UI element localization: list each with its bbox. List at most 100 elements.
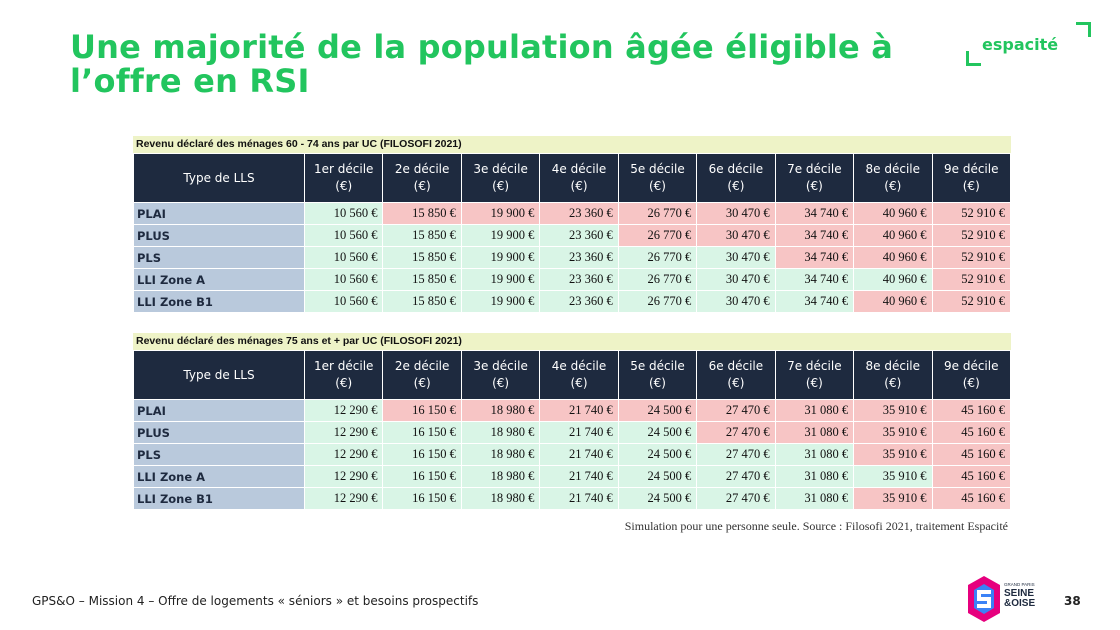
income-cell: 52 910 € [931,224,1011,247]
income-cell: 45 160 € [931,487,1011,510]
header-decile-1: 1er décile (€) [303,153,384,203]
header-decile-2: 2e décile (€) [382,153,462,203]
income-cell: 40 960 € [853,290,933,313]
income-cell: 40 960 € [853,246,933,269]
header-type-de-lls: Type de LLS [133,153,305,203]
header-decile-unit: (€) [727,376,745,390]
income-cell: 19 900 € [460,224,541,247]
row-label: PLAI [133,399,305,422]
header-decile-label: 1er décile [314,162,374,176]
logo-corner-bottom-left [966,51,981,66]
income-cell: 19 900 € [460,290,541,313]
header-decile-unit: (€) [962,179,980,193]
header-decile-label: 2e décile [394,359,450,373]
header-decile-label: 4e décile [551,359,607,373]
income-cell: 24 500 € [617,443,698,466]
income-cell: 12 290 € [303,421,384,444]
income-cell: 26 770 € [617,224,698,247]
income-cell: 52 910 € [931,290,1011,313]
header-decile-unit: (€) [727,179,745,193]
header-decile-label: 3e décile [473,162,528,176]
table-row: PLS 10 560 €15 850 €19 900 €23 360 €26 77… [133,246,1011,269]
income-cell: 12 290 € [303,487,384,510]
header-decile-unit: (€) [492,179,510,193]
header-decile-label: 6e décile [708,162,764,176]
income-cell: 40 960 € [853,268,933,291]
header-decile-label: 9e décile [944,162,999,176]
income-cell: 30 470 € [696,268,776,291]
header-decile-unit: (€) [335,179,353,193]
slide-title-line-2: l’offre en RSI [70,62,310,100]
income-cell: 52 910 € [931,246,1011,269]
gpso-logo-line-1: GRAND PARIS [1004,582,1035,587]
table-row: LLI Zone B1 10 560 €15 850 €19 900 €23 36… [133,290,1011,313]
income-cell: 30 470 € [696,202,776,225]
income-cell: 34 740 € [774,268,855,291]
table-header-row: Type de LLS 1er décile (€) 2e décile (€) 3e d… [133,350,1011,400]
income-cell: 18 980 € [460,465,541,488]
header-decile-label: 8e décile [865,359,921,373]
table-row: PLUS 12 290 €16 150 €18 980 €21 740 €24 5… [133,421,1011,444]
income-cell: 24 500 € [617,421,698,444]
income-cell: 35 910 € [853,399,933,422]
header-decile-unit: (€) [413,179,431,193]
income-cell: 18 980 € [460,487,541,510]
header-decile-3: 3e décile (€) [460,350,541,400]
income-cell: 31 080 € [774,465,855,488]
header-decile-label: 1er décile [314,359,374,373]
income-cell: 15 850 € [382,268,462,291]
income-cell: 45 160 € [931,399,1011,422]
income-cell: 27 470 € [696,465,776,488]
income-cell: 30 470 € [696,290,776,313]
header-decile-label: 5e décile [630,359,685,373]
row-label: PLUS [133,421,305,444]
header-decile-9: 9e décile (€) [931,350,1011,400]
income-cell: 27 470 € [696,443,776,466]
header-decile-unit: (€) [884,179,902,193]
header-decile-7: 7e décile (€) [774,153,855,203]
header-decile-label: 3e décile [473,359,528,373]
header-decile-label: 2e décile [394,162,450,176]
income-cell: 34 740 € [774,290,855,313]
income-cell: 26 770 € [617,290,698,313]
header-decile-5: 5e décile (€) [617,350,698,400]
header-decile-unit: (€) [648,376,666,390]
gpso-logo: GRAND PARIS SEINE &OISE [968,576,1035,622]
income-cell: 27 470 € [696,487,776,510]
header-decile-unit: (€) [962,376,980,390]
footer-text: GPS&O – Mission 4 – Offre de logements «… [32,594,479,608]
income-cell: 31 080 € [774,487,855,510]
income-cell: 10 560 € [303,246,384,269]
income-cell: 34 740 € [774,224,855,247]
table-header-row: Type de LLS 1er décile (€) 2e décile (€) 3e d… [133,153,1011,203]
header-decile-7: 7e décile (€) [774,350,855,400]
income-cell: 34 740 € [774,202,855,225]
income-cell: 35 910 € [853,465,933,488]
income-cell: 23 360 € [539,246,619,269]
header-decile-label: 5e décile [630,162,685,176]
header-decile-unit: (€) [335,376,353,390]
header-decile-8: 8e décile (€) [853,350,933,400]
income-cell: 18 980 € [460,421,541,444]
income-cell: 16 150 € [382,487,462,510]
income-cell: 16 150 € [382,421,462,444]
income-cell: 21 740 € [539,443,619,466]
income-cell: 23 360 € [539,224,619,247]
income-cell: 15 850 € [382,290,462,313]
slide-title: Une majorité de la population âgée éligi… [70,30,930,98]
table-row: LLI Zone B1 12 290 €16 150 €18 980 €21 74… [133,487,1011,510]
row-label: LLI Zone B1 [133,290,305,313]
row-label: PLS [133,246,305,269]
income-cell: 35 910 € [853,487,933,510]
income-cell: 23 360 € [539,290,619,313]
income-cell: 31 080 € [774,399,855,422]
income-cell: 35 910 € [853,443,933,466]
source-note: Simulation pour une personne seule. Sour… [624,519,1008,533]
page-number: 38 [1064,594,1081,608]
header-decile-label: 7e décile [787,162,842,176]
row-label: LLI Zone A [133,268,305,291]
income-cell: 26 770 € [617,202,698,225]
income-cell: 16 150 € [382,399,462,422]
row-label: LLI Zone B1 [133,487,305,510]
header-decile-5: 5e décile (€) [617,153,698,203]
